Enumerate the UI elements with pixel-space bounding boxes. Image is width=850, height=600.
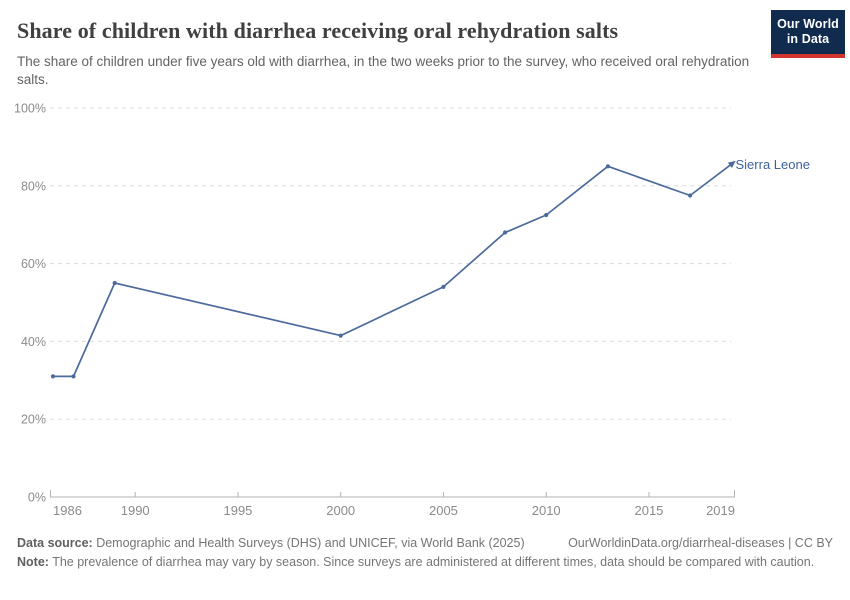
x-tick-label: 2015 <box>634 503 663 518</box>
line-chart-svg[interactable]: 0% 20% 40% 60% 80% 100% 1986 1990 1995 2000 2005 20… <box>0 92 850 532</box>
chart-subtitle: The share of children under five years o… <box>17 54 750 87</box>
trend-line[interactable] <box>52 163 732 378</box>
owid-logo-text-line1: Our World <box>777 17 839 31</box>
owid-logo-text-line2: in Data <box>786 32 830 47</box>
data-point-marker[interactable] <box>71 374 76 379</box>
data-source-line: Data source: Demographic and Health Surv… <box>17 534 525 553</box>
data-point-marker[interactable] <box>503 230 508 235</box>
note-line: Note: The prevalence of diarrhea may var… <box>17 553 817 572</box>
x-tick-label: 2019 <box>706 503 735 518</box>
data-source-label: Data source: <box>17 536 93 551</box>
note-label: Note: <box>17 554 49 569</box>
y-tick-label: 60% <box>21 257 46 271</box>
page-title: Share of children with diarrhea receivin… <box>17 18 619 43</box>
x-tick-label: 2010 <box>532 503 561 518</box>
data-point-marker[interactable] <box>50 374 56 379</box>
chart-header: Share of children with diarrhea receivin… <box>0 0 850 88</box>
attribution-link[interactable]: OurWorldinData.org/diarrheal-diseases | … <box>568 536 833 551</box>
x-tick-label: 1986 <box>53 503 82 518</box>
x-tick-label: 1995 <box>223 503 252 518</box>
x-tick-label: 2000 <box>326 503 355 518</box>
data-point-marker[interactable] <box>688 193 693 198</box>
y-tick-label: 100% <box>14 102 46 116</box>
y-tick-label: 40% <box>21 335 46 349</box>
data-point-marker[interactable] <box>338 333 343 338</box>
y-tick-label: 80% <box>21 179 46 193</box>
chart-footer: Data source: Demographic and Health Surv… <box>0 532 850 572</box>
note-text: The prevalence of diarrhea may vary by s… <box>48 554 815 569</box>
owid-logo[interactable]: Our World in Data <box>771 10 845 58</box>
data-point-marker[interactable] <box>605 164 611 169</box>
chart-area[interactable]: 0% 20% 40% 60% 80% 100% 1986 1990 1995 2000 2005 20… <box>0 92 850 532</box>
data-point-marker[interactable] <box>112 280 117 286</box>
y-tick-label: 20% <box>21 413 46 427</box>
y-tick-label: 0% <box>28 491 46 505</box>
x-tick-label: 2005 <box>429 503 458 518</box>
x-tick-label: 1990 <box>121 503 150 518</box>
entity-label[interactable]: Sierra Leone <box>736 157 810 172</box>
data-source-text: Demographic and Health Surveys (DHS) and… <box>92 536 525 551</box>
line-end-arrow-icon <box>727 161 736 169</box>
data-point-marker[interactable] <box>441 284 446 290</box>
data-point-marker[interactable] <box>544 212 549 218</box>
